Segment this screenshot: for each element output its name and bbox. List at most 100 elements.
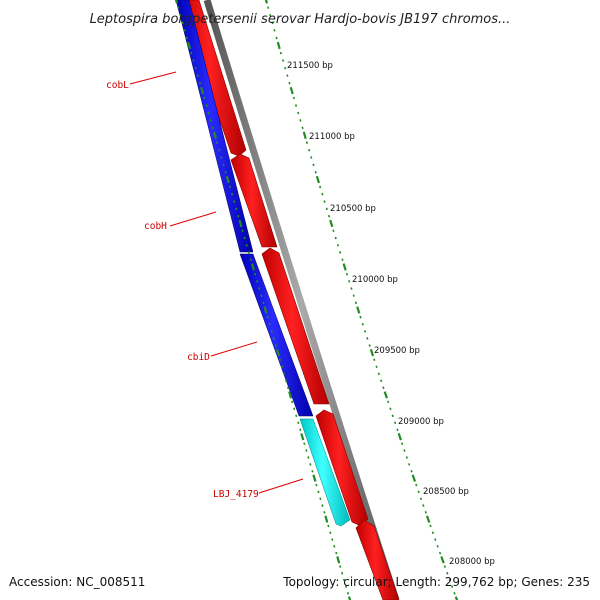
backbone-ring bbox=[203, 0, 400, 600]
gene-red-4 bbox=[315, 409, 369, 527]
inner-track-minor-tick bbox=[323, 511, 326, 514]
inner-track-major-tick bbox=[174, 0, 179, 4]
accession-text: Accession: NC_008511 bbox=[9, 575, 145, 589]
outer-track-minor-tick bbox=[368, 344, 371, 347]
backbone-track bbox=[203, 0, 400, 600]
outer-track-minor-tick bbox=[453, 592, 456, 595]
outer-track-minor-tick bbox=[419, 497, 423, 501]
tick-track bbox=[174, 0, 459, 600]
tick-labels: 211500 bp 211000 bp 210500 bp 210000 bp … bbox=[287, 61, 495, 567]
outer-track-minor-tick bbox=[401, 442, 404, 445]
inner-track-minor-tick bbox=[319, 497, 322, 501]
outer-track-minor-tick bbox=[327, 214, 331, 218]
inner-track-minor-tick bbox=[331, 538, 334, 541]
inner-track-minor-tick bbox=[203, 96, 206, 100]
inner-track-major-tick bbox=[187, 41, 192, 50]
inner-track-minor-tick bbox=[216, 141, 219, 145]
outer-track-minor-tick bbox=[417, 490, 420, 494]
outer-track-minor-tick bbox=[380, 379, 383, 383]
topology-text: Topology: circular; Length: 299,762 bp; … bbox=[282, 575, 590, 589]
inner-track-major-tick bbox=[336, 556, 341, 564]
outer-track-minor-tick bbox=[282, 59, 285, 62]
inner-track-minor-tick bbox=[280, 365, 284, 369]
outer-track-minor-tick bbox=[389, 407, 392, 411]
outer-track-minor-tick bbox=[271, 21, 274, 25]
outer-track-minor-tick bbox=[301, 126, 304, 130]
outer-track-major-tick bbox=[356, 306, 361, 314]
outer-track-minor-tick bbox=[314, 170, 317, 174]
inner-track-minor-tick bbox=[270, 330, 273, 333]
inner-track-minor-tick bbox=[345, 585, 348, 588]
outer-track-minor-tick bbox=[354, 301, 358, 305]
outer-track-minor-tick bbox=[348, 280, 351, 283]
outer-track-major-tick bbox=[411, 474, 417, 482]
inner-track-minor-tick bbox=[211, 126, 214, 130]
outer-track-minor-tick bbox=[434, 538, 437, 541]
inner-track-minor-tick bbox=[291, 400, 294, 404]
inner-track-minor-tick bbox=[220, 156, 223, 159]
outer-track-minor-tick bbox=[364, 330, 367, 333]
outer-track-major-tick bbox=[264, 0, 268, 4]
outer-track-minor-tick bbox=[391, 414, 394, 418]
outer-track-minor-tick bbox=[294, 104, 298, 107]
inner-track-minor-tick bbox=[307, 456, 310, 459]
outer-track-minor-tick bbox=[325, 207, 328, 211]
outer-track-minor-tick bbox=[410, 469, 413, 473]
outer-track-minor-tick bbox=[366, 337, 369, 340]
cbiD-leader bbox=[210, 341, 258, 357]
gene-label-leaders bbox=[129, 71, 304, 494]
inner-track-minor-tick bbox=[268, 322, 271, 326]
inner-track-minor-tick bbox=[327, 524, 330, 528]
outer-track-minor-tick bbox=[377, 372, 380, 376]
outer-track-major-tick bbox=[276, 41, 281, 50]
inner-track-minor-tick bbox=[181, 21, 184, 25]
gene-cobL-bar bbox=[175, 0, 254, 253]
inner-track-minor-tick bbox=[256, 280, 259, 283]
outer-track-major-tick bbox=[425, 515, 431, 523]
outer-track-major-tick bbox=[383, 391, 388, 399]
outer-track-minor-tick bbox=[431, 531, 435, 535]
inner-track-major-tick bbox=[250, 263, 256, 271]
inner-track-minor-tick bbox=[339, 565, 342, 568]
outer-track-minor-tick bbox=[373, 358, 376, 362]
inner-track-major-tick bbox=[312, 474, 317, 482]
outer-track-minor-tick bbox=[375, 365, 378, 369]
outer-track-minor-tick bbox=[292, 96, 295, 100]
inner-track-minor-tick bbox=[249, 258, 252, 262]
tick-label-208500: 208500 bp bbox=[423, 487, 469, 497]
outer-track-minor-tick bbox=[273, 29, 276, 32]
inner-track-minor-tick bbox=[233, 200, 236, 203]
inner-track-minor-tick bbox=[177, 6, 180, 9]
inner-track-minor-tick bbox=[278, 358, 281, 362]
gene-label-cbiD: cbiD bbox=[187, 352, 210, 363]
outer-track-minor-tick bbox=[299, 119, 302, 122]
inner-track-minor-tick bbox=[272, 337, 275, 340]
gene-label-cobH: cobH bbox=[144, 221, 167, 232]
inner-track-minor-tick bbox=[205, 104, 208, 107]
inner-track-minor-tick bbox=[343, 578, 346, 582]
inner-track-minor-tick bbox=[317, 490, 320, 494]
tick-label-210000: 210000 bp bbox=[352, 275, 398, 285]
tick-label-210500: 210500 bp bbox=[330, 204, 376, 214]
inner-track-minor-tick bbox=[293, 407, 296, 411]
outer-track-major-tick bbox=[454, 596, 459, 600]
cobL-leader bbox=[129, 71, 177, 85]
outer-track-minor-tick bbox=[361, 322, 364, 326]
outer-track-minor-tick bbox=[359, 315, 362, 319]
LBJ_4179-leader bbox=[258, 478, 304, 494]
inner-track-minor-tick bbox=[222, 163, 225, 167]
inner-track-minor-tick bbox=[309, 463, 312, 466]
tick-label-209000: 209000 bp bbox=[398, 417, 444, 427]
inner-track-minor-tick bbox=[258, 287, 261, 290]
outer-track-minor-tick bbox=[308, 148, 311, 152]
inner-track-minor-tick bbox=[254, 272, 257, 276]
outer-track-minor-tick bbox=[446, 571, 449, 575]
inner-track-minor-tick bbox=[262, 301, 265, 305]
outer-track-minor-tick bbox=[305, 141, 308, 145]
inner-track-major-tick bbox=[347, 596, 352, 600]
inner-track-minor-tick bbox=[192, 59, 195, 62]
gene-LBJ_4179-bar bbox=[299, 418, 351, 527]
outer-track-minor-tick bbox=[387, 400, 390, 404]
gene-red-3 bbox=[261, 247, 330, 405]
